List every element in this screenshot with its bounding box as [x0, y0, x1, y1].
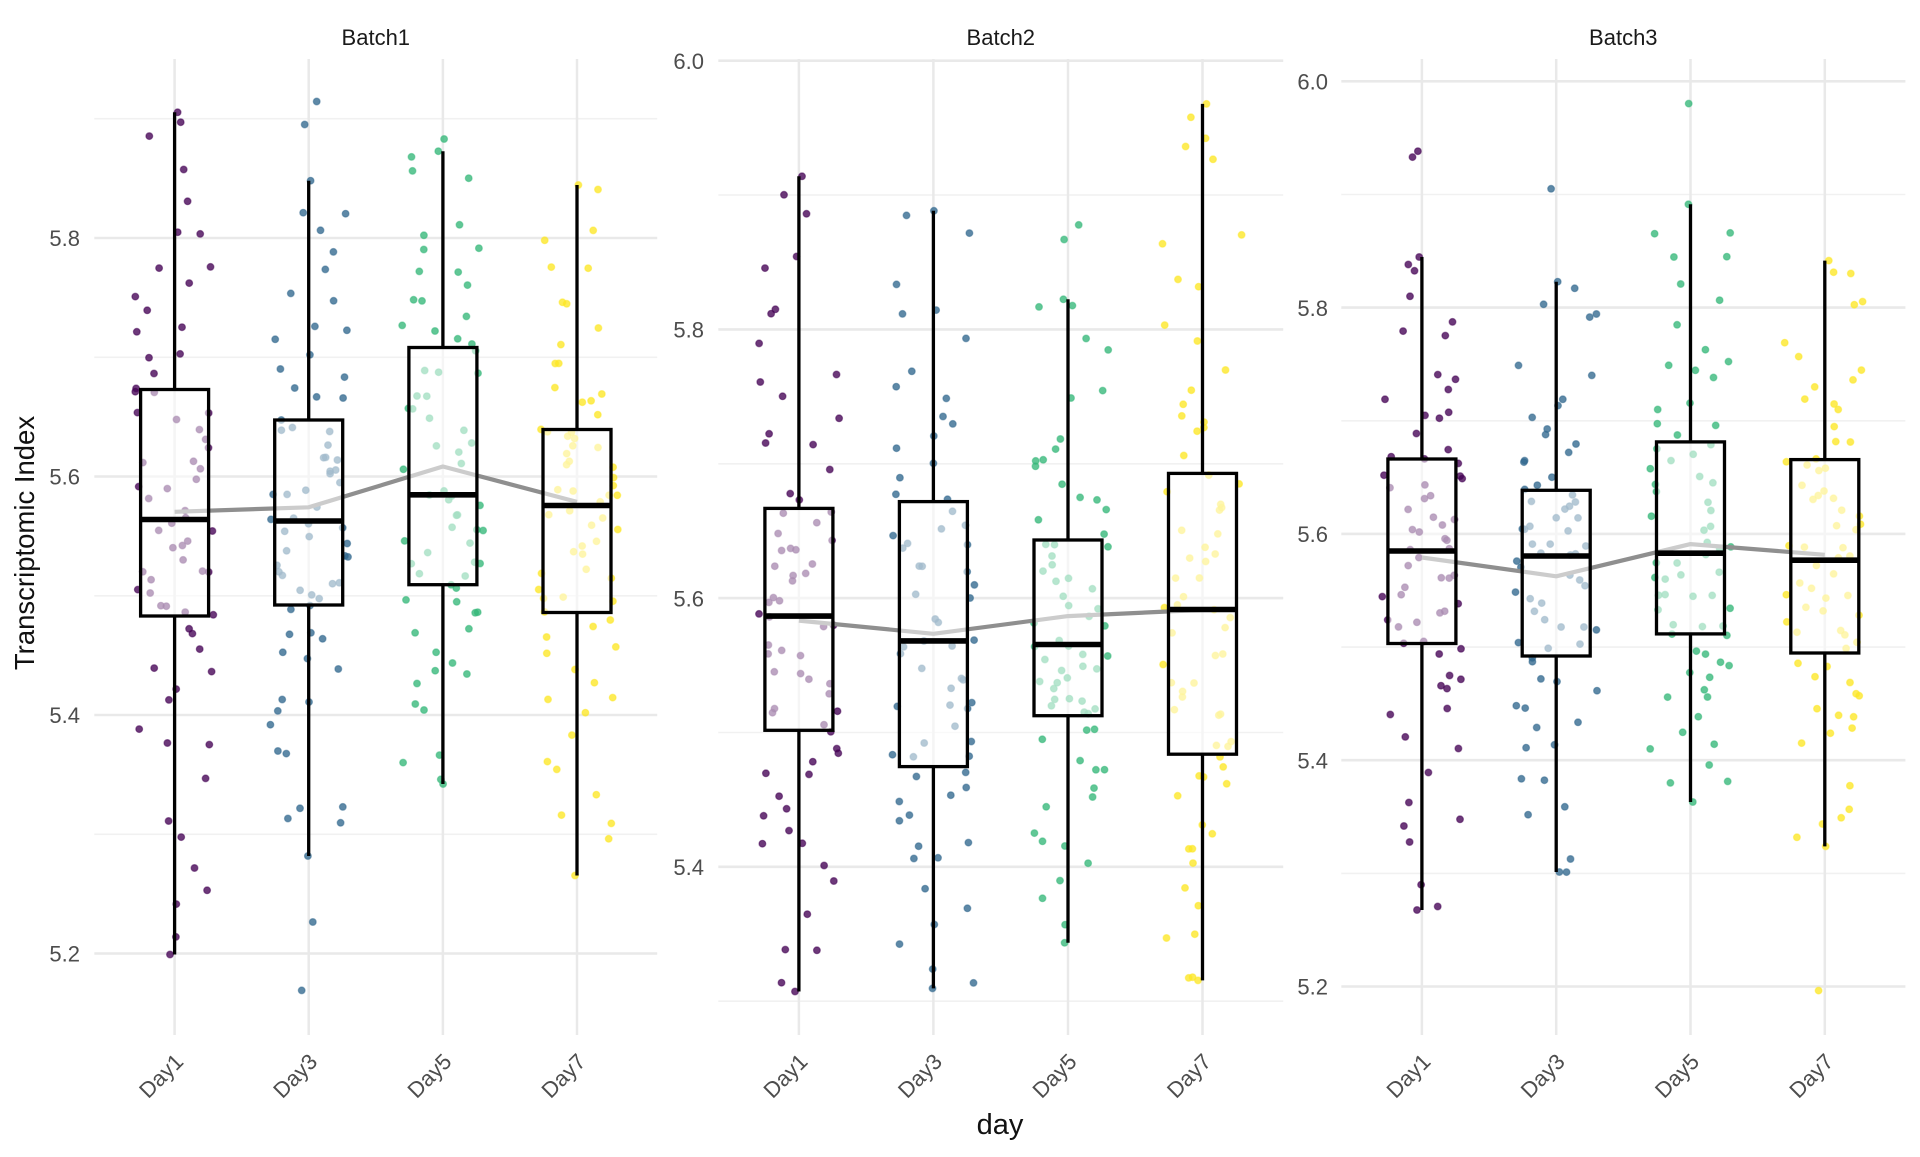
- svg-text:Batch3: Batch3: [1589, 25, 1658, 50]
- svg-text:5.8: 5.8: [49, 226, 80, 251]
- svg-text:5.4: 5.4: [49, 703, 80, 728]
- svg-text:Batch1: Batch1: [342, 25, 411, 50]
- svg-text:Transcriptomic Index: Transcriptomic Index: [9, 416, 40, 670]
- svg-text:5.4: 5.4: [673, 855, 704, 880]
- svg-text:5.6: 5.6: [673, 586, 704, 611]
- svg-text:Batch2: Batch2: [967, 25, 1036, 50]
- svg-text:5.8: 5.8: [673, 318, 704, 343]
- svg-text:5.4: 5.4: [1297, 748, 1328, 773]
- svg-text:5.2: 5.2: [49, 942, 80, 967]
- svg-text:6.0: 6.0: [1297, 70, 1328, 95]
- svg-text:5.6: 5.6: [49, 465, 80, 490]
- svg-text:6.0: 6.0: [673, 49, 704, 74]
- svg-text:5.8: 5.8: [1297, 296, 1328, 321]
- svg-text:5.2: 5.2: [1297, 975, 1328, 1000]
- svg-text:5.6: 5.6: [1297, 522, 1328, 547]
- svg-text:day: day: [977, 1109, 1024, 1141]
